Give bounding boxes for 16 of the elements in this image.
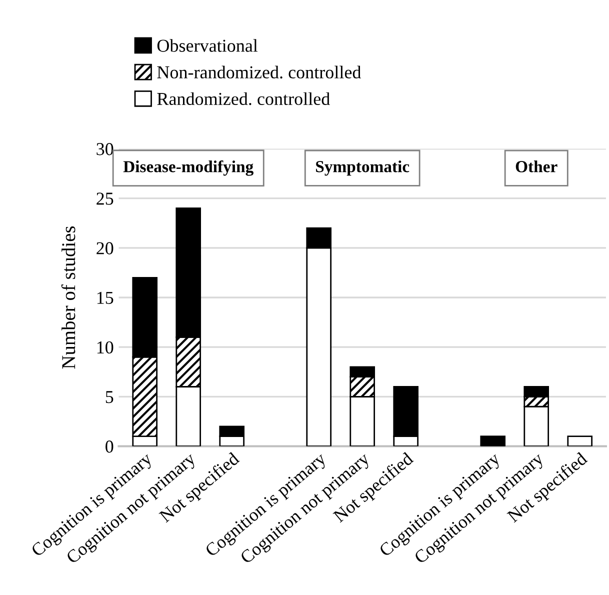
annotation: Disease-modifying — [123, 160, 254, 176]
y-tick-label: 10 — [97, 341, 114, 354]
y-tick-label: 20 — [96, 242, 114, 254]
annotation: Other — [516, 160, 558, 172]
legend-label: Observational — [157, 39, 258, 52]
y-tick-label: 25 — [96, 192, 114, 205]
legend-label: Randomized. controlled — [157, 92, 330, 106]
bar — [480, 436, 506, 446]
y-axis-title: Number of studies — [61, 226, 76, 369]
y-tick-label: 0 — [106, 440, 114, 453]
bar — [567, 436, 593, 446]
legend-label: Non-randomized. controlled — [157, 66, 362, 79]
y-tick-label: 5 — [106, 391, 114, 404]
annotation: Symptomatic — [316, 160, 410, 176]
y-tick-label: 15 — [97, 292, 114, 304]
y-tick-label: 30 — [96, 143, 114, 156]
